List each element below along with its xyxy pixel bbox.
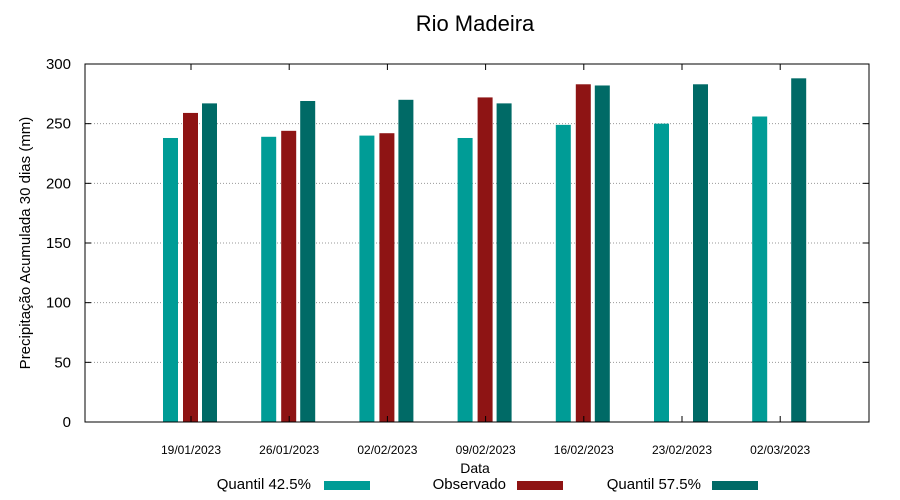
y-tick-label: 250 [46, 116, 71, 133]
x-tick-label: 26/01/2023 [259, 443, 319, 457]
bar-quantil-42-5 [457, 137, 473, 422]
bar-group [555, 84, 610, 423]
bar-observado [477, 97, 493, 422]
legend-item: Quantil 57.5% [607, 476, 758, 493]
legend: Quantil 42.5% Observado Quantil 57.5% [217, 476, 758, 493]
bar-quantil-57-5 [496, 103, 512, 422]
bar-quantil-57-5 [594, 85, 610, 422]
bar-quantil-57-5 [202, 103, 217, 422]
legend-swatch [517, 481, 563, 490]
legend-label: Quantil 57.5% [607, 476, 701, 493]
bar-quantil-57-5 [791, 78, 807, 422]
bar-quantil-57-5 [693, 84, 708, 422]
legend-item: Quantil 42.5% [217, 476, 370, 493]
bar-group [752, 78, 807, 423]
x-tick-label: 02/03/2023 [750, 443, 810, 457]
bar-quantil-42-5 [752, 116, 768, 423]
bar-group [654, 84, 708, 423]
bar-quantil-42-5 [359, 135, 375, 422]
bar-quantil-57-5 [398, 99, 414, 423]
y-axis-ticks: 0 50 100 150 200 250 300 [46, 56, 869, 431]
legend-swatch [324, 481, 370, 490]
x-tick-label: 19/01/2023 [161, 443, 221, 457]
bar-quantil-42-5 [555, 124, 571, 423]
x-tick-label: 09/02/2023 [456, 443, 516, 457]
x-tick-label: 23/02/2023 [652, 443, 712, 457]
legend-item: Observado [433, 476, 563, 493]
y-tick-label: 150 [46, 235, 71, 252]
bar-groups [163, 78, 807, 423]
legend-label: Quantil 42.5% [217, 476, 311, 493]
legend-swatch [712, 481, 758, 490]
bar-quantil-57-5 [300, 100, 316, 422]
bar-observado [379, 133, 395, 423]
bar-group [457, 97, 512, 422]
x-axis-ticks: 19/01/2023 26/01/2023 02/02/2023 09/02/2023… [161, 64, 811, 457]
y-tick-label: 300 [46, 56, 71, 73]
y-tick-label: 0 [63, 414, 71, 431]
y-tick-label: 50 [54, 354, 71, 371]
x-tick-label: 16/02/2023 [554, 443, 614, 457]
chart-title: Rio Madeira [416, 11, 535, 36]
x-axis-label: Data [460, 460, 490, 476]
y-axis-label: Precipitação Acumulada 30 dias (mm) [17, 117, 34, 370]
bar-observado [575, 84, 591, 422]
bar-observado [281, 130, 297, 422]
bar-group [163, 103, 217, 422]
y-tick-label: 100 [46, 295, 71, 312]
bar-quantil-42-5 [654, 123, 669, 423]
bar-group [261, 100, 316, 422]
bar-observado [183, 112, 198, 422]
legend-label: Observado [433, 476, 506, 493]
bar-group [359, 99, 414, 423]
y-tick-label: 200 [46, 175, 71, 192]
bar-quantil-42-5 [163, 137, 178, 422]
bar-quantil-42-5 [261, 136, 277, 422]
x-tick-label: 02/02/2023 [357, 443, 417, 457]
